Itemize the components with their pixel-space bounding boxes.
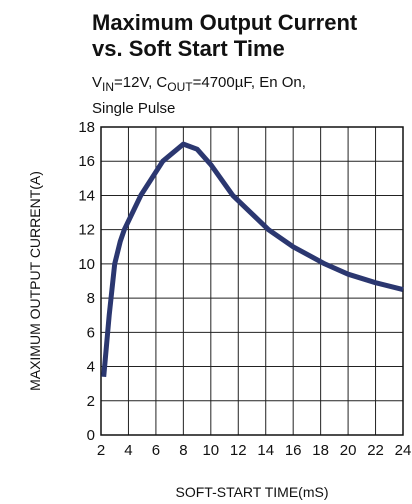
subtitle-segment: IN bbox=[102, 80, 114, 94]
plot-frame bbox=[100, 126, 404, 436]
x-tick-label: 22 bbox=[367, 442, 384, 459]
chart-title-line: vs. Soft Start Time bbox=[92, 36, 285, 61]
y-tick-label: 2 bbox=[87, 393, 95, 410]
chart-subtitle: Single Pulse bbox=[92, 100, 175, 117]
y-axis-label: MAXIMUM OUTPUT CURRENT(A) bbox=[27, 171, 43, 391]
y-tick-label: 4 bbox=[87, 359, 95, 376]
y-tick-label: 6 bbox=[87, 324, 95, 341]
y-tick-label: 14 bbox=[78, 187, 95, 204]
y-tick-label: 8 bbox=[87, 290, 95, 307]
y-tick-label: 12 bbox=[78, 222, 95, 239]
subtitle-segment: =12V, C bbox=[114, 74, 167, 91]
x-tick-label: 18 bbox=[312, 442, 329, 459]
y-tick-label: 18 bbox=[78, 119, 95, 136]
x-tick-label: 20 bbox=[340, 442, 357, 459]
x-tick-label: 24 bbox=[395, 442, 412, 459]
x-tick-label: 8 bbox=[179, 442, 187, 459]
x-tick-label: 12 bbox=[230, 442, 247, 459]
y-tick-label: 0 bbox=[87, 427, 95, 444]
x-tick-label: 14 bbox=[257, 442, 274, 459]
x-tick-label: 2 bbox=[97, 442, 105, 459]
chart-title-line: Maximum Output Current bbox=[92, 10, 358, 35]
y-tick-label: 10 bbox=[78, 256, 95, 273]
x-tick-label: 4 bbox=[124, 442, 132, 459]
x-axis-label: SOFT-START TIME(mS) bbox=[176, 484, 329, 500]
y-tick-label: 16 bbox=[78, 153, 95, 170]
subtitle-segment: OUT bbox=[167, 80, 193, 94]
subtitle-segment: Single Pulse bbox=[92, 100, 175, 117]
x-tick-label: 16 bbox=[285, 442, 302, 459]
x-tick-label: 6 bbox=[152, 442, 160, 459]
subtitle-segment: V bbox=[92, 74, 102, 91]
x-tick-label: 10 bbox=[202, 442, 219, 459]
chart-subtitle: VIN=12V, COUT=4700µF, En On, bbox=[92, 74, 306, 94]
subtitle-segment: =4700µF, En On, bbox=[193, 74, 306, 91]
data-line bbox=[101, 141, 404, 378]
